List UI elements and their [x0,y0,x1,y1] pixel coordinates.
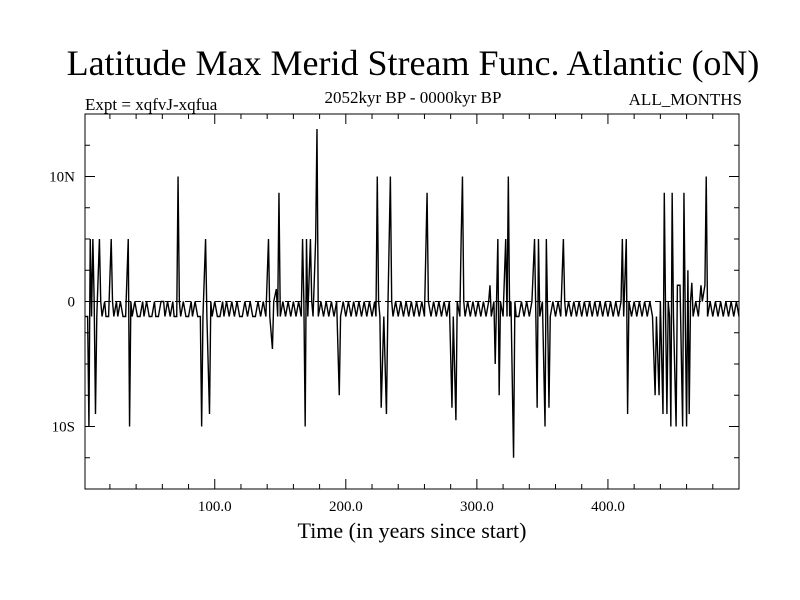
x-tick-label: 400.0 [591,499,625,515]
y-tick-label: 10S [52,420,75,436]
x-tick-label: 100.0 [198,499,232,515]
period-label: ALL_MONTHS [628,90,742,109]
x-axis-label: Time (in years since start) [297,518,527,543]
x-tick-label: 200.0 [329,499,363,515]
x-tick-label: 300.0 [460,499,494,515]
chart-subtitle: 2052kyr BP - 0000kyr BP [324,88,502,107]
series-layer [85,128,740,458]
series-line-1 [85,128,740,458]
tick-labels: 100.0 200.0 300.0 400.0 10N 0 10S [49,170,625,516]
chart-title: Latitude Max Merid Stream Func. Atlantic… [66,43,760,83]
experiment-label: Expt = xqfvJ-xqfua [85,95,218,114]
axis-ticks [85,113,740,490]
y-tick-label: 0 [68,295,76,311]
y-tick-label: 10N [49,170,75,186]
